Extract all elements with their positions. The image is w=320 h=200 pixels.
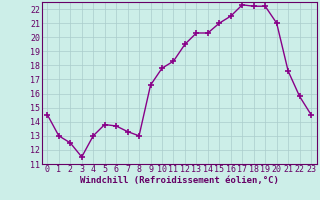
X-axis label: Windchill (Refroidissement éolien,°C): Windchill (Refroidissement éolien,°C) bbox=[80, 176, 279, 185]
